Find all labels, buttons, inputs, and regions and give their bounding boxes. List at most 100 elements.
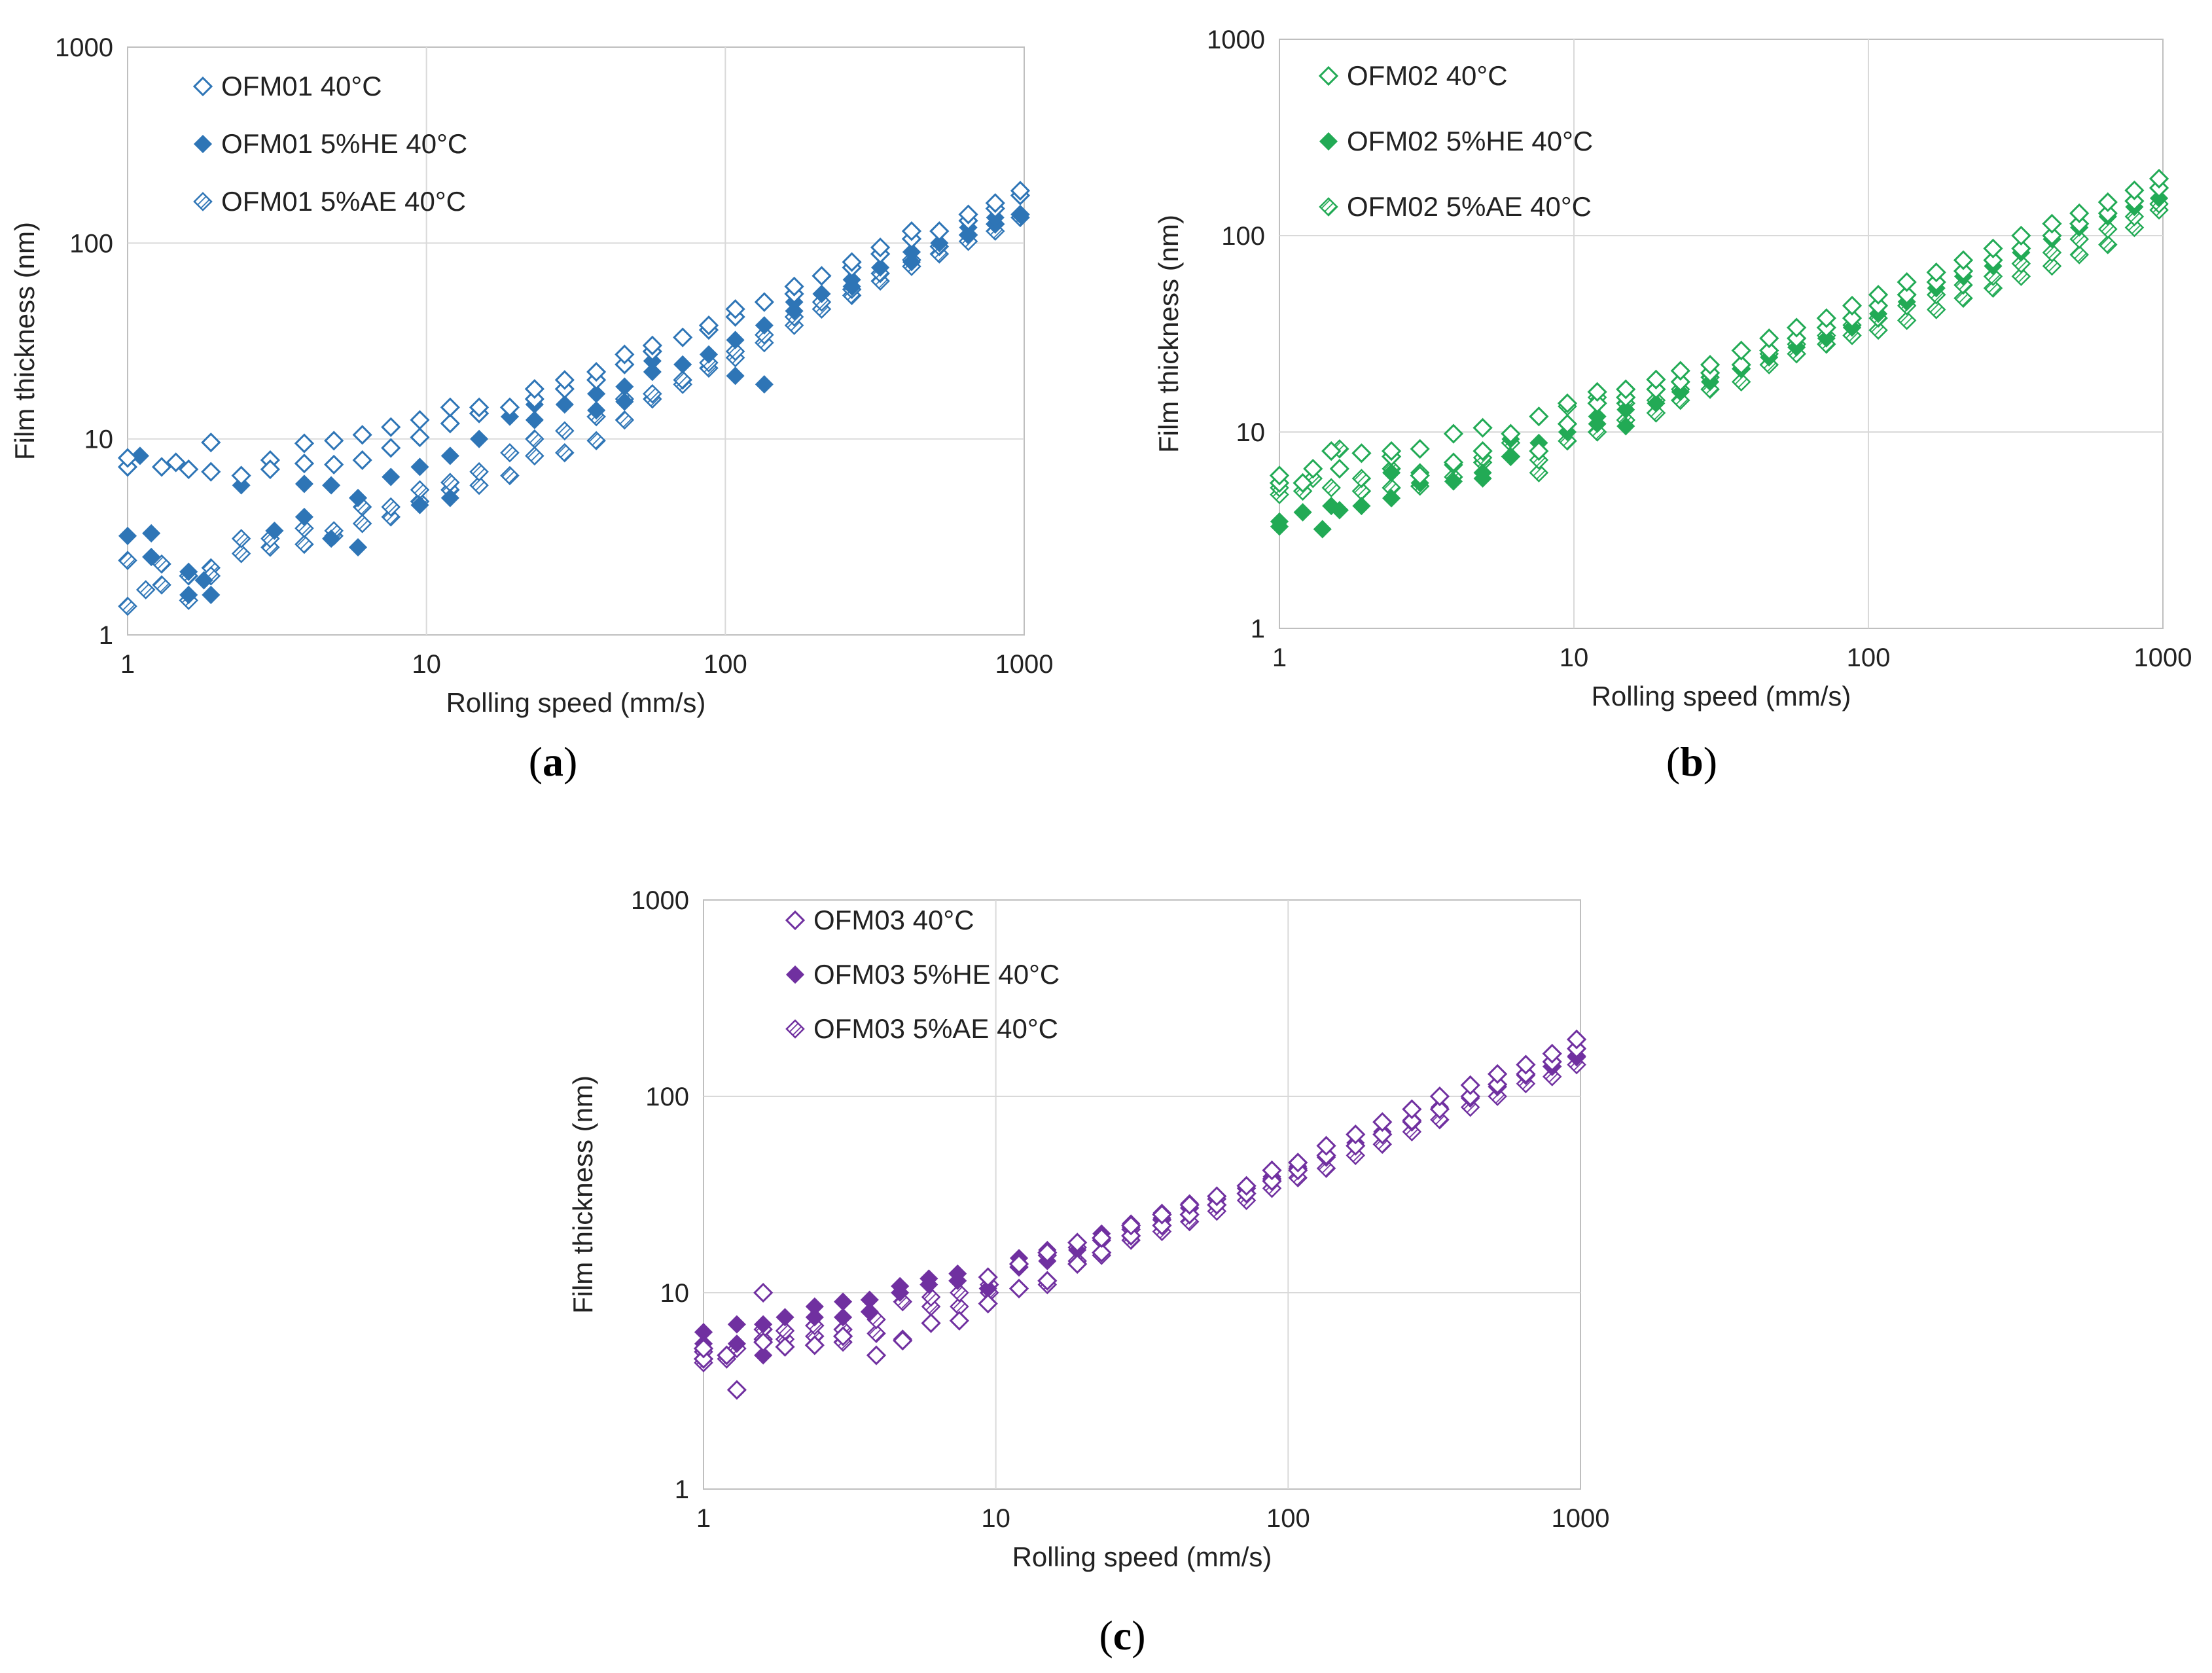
- legend-marker: [785, 965, 805, 984]
- data-point: [1731, 355, 1751, 375]
- data-point: [1731, 372, 1751, 392]
- y-tick-label: 10: [1236, 418, 1266, 447]
- data-point: [1293, 473, 1313, 494]
- data-point: [1288, 1153, 1308, 1173]
- data-point: [586, 362, 607, 382]
- data-point: [2069, 245, 2089, 264]
- data-point: [1293, 503, 1312, 522]
- data-point: [294, 433, 315, 454]
- data-point: [642, 335, 662, 355]
- data-point: [179, 585, 198, 604]
- data-point: [152, 575, 171, 595]
- data-point: [524, 379, 544, 399]
- data-point: [1616, 379, 1636, 399]
- y-tick-label: 100: [1221, 222, 1265, 251]
- data-point: [1473, 463, 1492, 482]
- x-tick-label: 1: [696, 1504, 711, 1533]
- data-point: [440, 397, 460, 418]
- data-point: [260, 459, 281, 480]
- data-point: [586, 431, 606, 451]
- data-point: [1700, 355, 1721, 375]
- data-point: [643, 363, 662, 382]
- data-point: [1759, 328, 1779, 348]
- data-point: [1270, 512, 1289, 531]
- data-point: [410, 495, 429, 514]
- legend-label: OFM03 40°C: [813, 905, 974, 935]
- data-point: [525, 429, 544, 449]
- data-point: [2011, 254, 2031, 274]
- data-point: [929, 221, 950, 242]
- caption-b-close: ): [1704, 738, 1717, 785]
- data-point: [726, 1380, 747, 1400]
- data-point: [1008, 1254, 1029, 1274]
- legend-marker: [785, 1019, 805, 1039]
- series-open-diamond: [693, 1029, 1587, 1400]
- x-tick-label: 100: [704, 650, 747, 679]
- caption-a-close: ): [563, 738, 577, 785]
- data-point: [118, 526, 137, 545]
- data-point: [1759, 340, 1779, 361]
- data-point: [866, 1323, 886, 1344]
- data-point: [555, 443, 575, 463]
- data-point: [555, 395, 574, 414]
- data-point: [775, 1337, 795, 1357]
- data-point: [2042, 225, 2062, 246]
- y-tick-label: 1: [99, 621, 113, 650]
- data-point: [1037, 1242, 1058, 1263]
- data-point: [901, 221, 922, 242]
- data-point: [1010, 205, 1030, 224]
- y-tick-label: 1: [675, 1475, 689, 1504]
- caption-b: (b): [1666, 738, 1717, 785]
- data-point: [2098, 234, 2118, 255]
- y-tick-label: 10: [84, 425, 114, 454]
- data-point: [755, 375, 774, 394]
- data-point: [699, 345, 719, 364]
- data-point: [1429, 1086, 1450, 1107]
- x-tick-label: 1: [1272, 643, 1287, 672]
- data-point: [524, 389, 544, 409]
- data-point: [1402, 1111, 1422, 1131]
- data-point: [525, 446, 544, 466]
- data-point: [919, 1269, 938, 1288]
- caption-c: (c): [1099, 1612, 1145, 1659]
- data-point: [231, 544, 251, 564]
- data-point: [615, 392, 634, 411]
- legend-marker: [193, 134, 213, 154]
- data-point: [322, 476, 341, 495]
- data-point: [352, 425, 372, 445]
- caption-a-letter: a: [543, 738, 563, 785]
- data-point: [555, 421, 575, 441]
- data-point: [1067, 1232, 1088, 1253]
- data-point: [499, 397, 520, 418]
- data-point: [352, 514, 372, 533]
- data-point: [2098, 219, 2118, 239]
- data-point: [1557, 414, 1578, 434]
- x-axis-label: Rolling speed (mm/s): [1592, 681, 1851, 711]
- data-point: [615, 410, 635, 430]
- data-point: [382, 467, 401, 486]
- data-point: [1330, 501, 1349, 520]
- data-point: [135, 580, 156, 600]
- panel-a: 1 10 100 1000 1 10 100 1000 Rolling speed (mm/s)…: [9, 33, 1053, 718]
- data-point: [615, 377, 634, 396]
- data-point: [194, 571, 213, 590]
- data-point: [1983, 266, 2003, 287]
- data-point: [1269, 465, 1290, 486]
- data-point: [179, 562, 198, 581]
- data-point: [717, 1345, 737, 1365]
- x-tick-label: 1000: [1552, 1504, 1610, 1533]
- data-point: [948, 1264, 967, 1283]
- data-point: [1121, 1215, 1141, 1236]
- data-point: [1381, 441, 1402, 461]
- data-point: [440, 446, 459, 465]
- data-point: [1646, 369, 1666, 389]
- data-point: [1429, 1099, 1450, 1119]
- data-point: [2097, 192, 2118, 213]
- legend-marker: [1319, 132, 1338, 151]
- data-point: [118, 550, 137, 570]
- data-point: [870, 237, 891, 258]
- data-point: [1410, 465, 1430, 486]
- data-point: [2149, 189, 2169, 207]
- data-point: [1316, 1136, 1336, 1156]
